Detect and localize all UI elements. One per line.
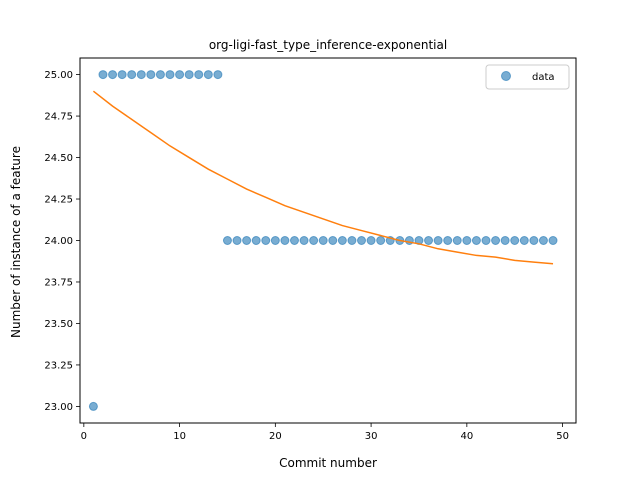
data-point xyxy=(300,237,308,245)
data-point xyxy=(109,71,117,79)
data-point xyxy=(214,71,222,79)
legend-label: data xyxy=(532,72,555,83)
data-point xyxy=(453,237,461,245)
data-point xyxy=(434,237,442,245)
data-point xyxy=(195,71,203,79)
data-point xyxy=(176,71,184,79)
x-tick-label: 20 xyxy=(269,431,282,442)
x-tick-label: 10 xyxy=(173,431,186,442)
data-point xyxy=(530,237,538,245)
data-point xyxy=(99,71,107,79)
data-point xyxy=(310,237,318,245)
data-point xyxy=(147,71,155,79)
x-tick-label: 50 xyxy=(556,431,569,442)
data-point xyxy=(128,71,136,79)
x-tick-label: 40 xyxy=(460,431,473,442)
data-point xyxy=(549,237,557,245)
y-tick-label: 24.00 xyxy=(44,236,73,247)
y-tick-label: 23.25 xyxy=(44,360,73,371)
y-tick-label: 23.00 xyxy=(44,402,73,413)
data-point xyxy=(252,237,260,245)
y-tick-label: 23.50 xyxy=(44,319,73,330)
data-point xyxy=(89,402,97,410)
y-tick-label: 23.75 xyxy=(44,277,73,288)
data-point xyxy=(501,237,509,245)
data-point xyxy=(444,237,452,245)
data-point xyxy=(233,237,241,245)
data-point xyxy=(482,237,490,245)
data-point xyxy=(185,71,193,79)
data-point xyxy=(338,237,346,245)
data-point xyxy=(539,237,547,245)
data-point xyxy=(377,237,385,245)
data-point xyxy=(520,237,528,245)
data-point xyxy=(358,237,366,245)
data-point xyxy=(118,71,126,79)
data-point xyxy=(463,237,471,245)
y-tick-label: 24.75 xyxy=(44,112,73,123)
data-point xyxy=(472,237,480,245)
chart-title: org-ligi-fast_type_inference-exponential xyxy=(209,38,447,52)
data-point xyxy=(511,237,519,245)
data-point xyxy=(243,237,251,245)
x-axis-label: Commit number xyxy=(279,456,377,470)
data-point xyxy=(262,237,270,245)
y-tick-label: 24.50 xyxy=(44,153,73,164)
y-tick-label: 24.25 xyxy=(44,195,73,206)
data-point xyxy=(156,71,164,79)
x-tick-label: 30 xyxy=(365,431,378,442)
x-tick-label: 0 xyxy=(81,431,87,442)
data-point xyxy=(166,71,174,79)
data-point xyxy=(137,71,145,79)
y-tick-label: 25.00 xyxy=(44,70,73,81)
data-point xyxy=(425,237,433,245)
data-point xyxy=(290,237,298,245)
data-point xyxy=(492,237,500,245)
data-point xyxy=(319,237,327,245)
data-point xyxy=(281,237,289,245)
data-point xyxy=(367,237,375,245)
y-axis-label: Number of instance of a feature xyxy=(9,146,23,338)
legend-marker xyxy=(502,72,511,81)
legend: data xyxy=(486,65,569,89)
legend-box xyxy=(486,65,569,89)
data-point xyxy=(271,237,279,245)
data-point xyxy=(204,71,212,79)
data-point xyxy=(329,237,337,245)
data-point xyxy=(348,237,356,245)
data-point xyxy=(223,237,231,245)
